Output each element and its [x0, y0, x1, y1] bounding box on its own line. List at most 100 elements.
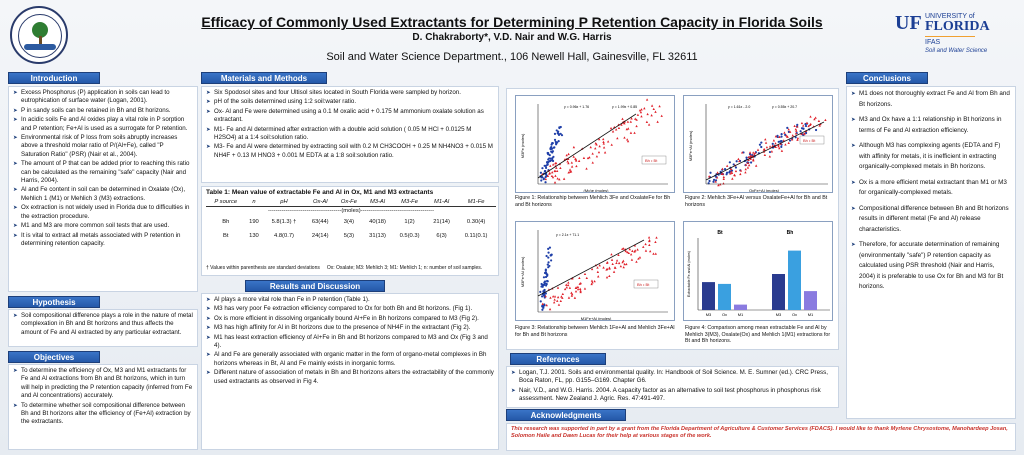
fig1-point	[550, 174, 554, 178]
fig3-point	[591, 281, 594, 284]
fig3-point	[543, 289, 546, 293]
fig3-point	[546, 263, 549, 266]
fig2-point	[809, 115, 812, 118]
fig3-point	[648, 243, 651, 247]
fig1-point	[572, 155, 575, 158]
fig1-point	[647, 123, 651, 126]
fig1-point	[586, 156, 590, 160]
table-cell: 5.8(1.3) †	[271, 219, 297, 225]
fig2-point	[774, 142, 777, 145]
fig2-point	[794, 128, 798, 131]
fig3-point	[635, 260, 638, 263]
fig3-point	[544, 269, 547, 272]
introduction-box: Excess Phosphorus (P) application in soi…	[8, 86, 198, 292]
fig2-point	[804, 124, 808, 128]
objectives-item: To determine the efficiency of Ox, M3 an…	[13, 367, 193, 401]
results-item: M1 has least extraction efficiency of Al…	[206, 334, 494, 351]
fig1-point	[551, 175, 555, 179]
fig3-point	[553, 295, 557, 298]
fig1-point	[543, 164, 546, 167]
fig1-point	[565, 153, 568, 157]
fig2-point	[735, 160, 738, 163]
fig3-point	[622, 265, 625, 269]
fig3-legend: Bh • Bt	[637, 282, 650, 287]
fig1-point	[591, 161, 594, 164]
fig2-point	[802, 127, 805, 130]
fig3-point	[561, 296, 564, 299]
fig4-category-label: Ox	[722, 312, 727, 317]
fig1-point	[643, 107, 646, 110]
fig1-point	[602, 140, 605, 144]
introduction-item: Environmental risk of P loss from soils …	[13, 134, 193, 159]
fig2-point	[709, 171, 712, 174]
fig3-point	[542, 276, 546, 279]
fig1-point	[626, 120, 630, 123]
uf-logo: UF UNIVERSITY of FLORIDA IFAS Soil and W…	[895, 12, 1015, 56]
fig3-point	[574, 286, 578, 289]
fig1-point	[546, 163, 549, 166]
fig2-point	[804, 131, 808, 135]
results-item: M3 has very poor Fe extraction efficienc…	[206, 305, 494, 314]
soil-society-logo-icon	[10, 6, 68, 64]
fig2-point	[734, 169, 738, 173]
fig3-point	[549, 296, 552, 299]
fig2-point	[788, 130, 792, 133]
conclusions-item: Although M3 has complexing agents (EDTA …	[851, 141, 1011, 173]
fig3-point	[544, 284, 548, 287]
fig2-point	[780, 140, 783, 143]
fig3-point	[621, 260, 624, 264]
fig2-point	[722, 177, 725, 181]
fig3-point	[574, 290, 578, 293]
fig2-point	[790, 138, 794, 141]
fig3-point	[563, 287, 567, 291]
fig2-point	[787, 128, 790, 131]
fig1-point	[555, 169, 559, 173]
fig1-point	[577, 159, 581, 162]
fig2-point	[800, 132, 803, 135]
fig1-point	[640, 115, 643, 118]
fig1-point	[556, 177, 559, 180]
fig2-point	[778, 147, 781, 150]
fig1-point	[646, 112, 649, 116]
table-title: Table 1: Mean value of extractable Fe an…	[206, 189, 434, 196]
fig3-point	[571, 292, 574, 296]
table-col-header: pH	[262, 198, 306, 207]
table-footnote: † Values within parenthesis are standard…	[206, 265, 496, 271]
fig3-point	[644, 242, 647, 246]
fig1-point	[609, 126, 613, 130]
conclusions-item: Compositional difference between Bh and …	[851, 204, 1011, 236]
fig4-group-bt: Bt	[717, 230, 723, 236]
fig1-point	[621, 117, 624, 120]
fig4-group-bh: Bh	[787, 230, 794, 236]
figure-4-caption: Figure 4: Comparison among mean extracta…	[685, 325, 831, 345]
fig1-point	[610, 143, 613, 146]
fig1-point	[567, 152, 570, 156]
fig3-point	[628, 247, 631, 251]
references-heading: References	[510, 353, 606, 365]
fig2-point	[707, 175, 711, 178]
fig3-point	[545, 254, 548, 258]
results-heading: Results and Discussion	[245, 280, 385, 292]
fig4-category-label: M1	[738, 312, 744, 317]
fig2-point	[784, 143, 787, 146]
figure-1-caption: Figure 1: Relationship between Mehlich 3…	[515, 195, 671, 208]
table-col-header: Ox-Al	[305, 198, 335, 207]
fig2-point	[747, 155, 750, 159]
fig3-point	[626, 250, 629, 254]
fig2-point	[721, 167, 724, 170]
fig1-point	[588, 156, 591, 159]
figure-3-chart: y = 2.1x + 71.1 Bh • Bt M1Fe+Al (moles) …	[515, 221, 675, 321]
fig3-point	[642, 245, 645, 248]
fig3-point	[579, 289, 582, 292]
fig1-point	[546, 174, 550, 177]
fig3-point	[605, 268, 608, 271]
acknowledgments-text: This research was supported in part by a…	[506, 423, 1016, 451]
fig2-point	[754, 151, 757, 154]
materials-item: Six Spodosol sites and four Ultisol site…	[206, 89, 494, 98]
fig2-point	[770, 150, 774, 153]
fig2-point	[747, 158, 750, 161]
fig3-point	[560, 295, 563, 298]
fig3-point	[543, 281, 546, 284]
fig2-point	[796, 123, 799, 126]
hypothesis-box: Soil compositional difference plays a ro…	[8, 309, 198, 347]
